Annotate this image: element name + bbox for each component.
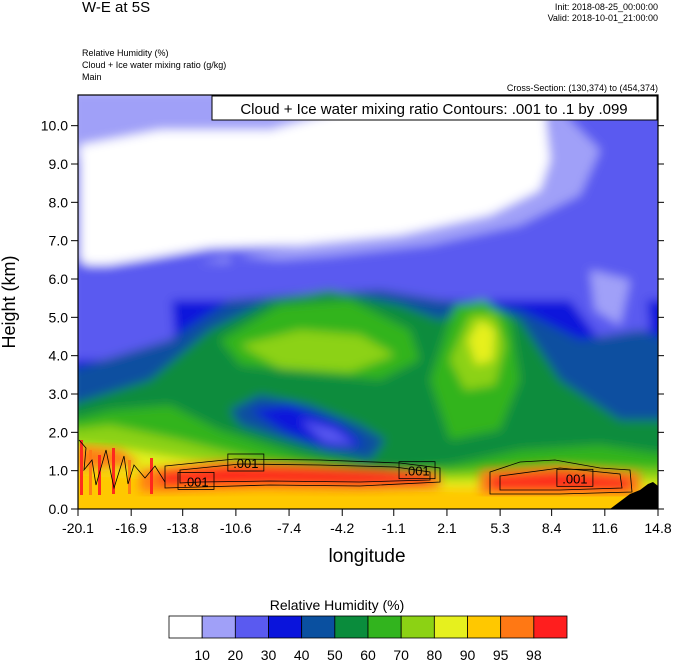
y-axis-label: Height (km) bbox=[0, 255, 19, 348]
colorbar-level-label: 90 bbox=[460, 647, 476, 663]
contour-annotation: Cloud + Ice water mixing ratio Contours:… bbox=[240, 101, 627, 118]
colorbar-level-label: 98 bbox=[526, 647, 542, 663]
contour-label: .001 bbox=[562, 471, 587, 486]
colorbar-swatch bbox=[467, 615, 502, 639]
chart-title: W-E at 5S bbox=[82, 0, 151, 16]
x-tick-label: -10.6 bbox=[220, 520, 252, 536]
colorbar-swatch bbox=[301, 615, 336, 639]
colorbar: 10 20 30 40 50 60 70 80 90 95 98 bbox=[168, 615, 568, 663]
x-tick-label: -1.1 bbox=[382, 520, 406, 536]
colorbar-swatch bbox=[367, 615, 402, 639]
x-tick-label: -20.1 bbox=[62, 520, 94, 536]
colorbar-swatch bbox=[268, 615, 303, 639]
y-tick-label: 4.0 bbox=[49, 348, 69, 364]
colorbar-title: Relative Humidity (%) bbox=[269, 597, 405, 613]
colorbar-level-label: 20 bbox=[228, 647, 244, 663]
colorbar-swatch bbox=[234, 615, 269, 639]
x-tick-label: 14.8 bbox=[644, 520, 671, 536]
colorbar-swatch bbox=[433, 615, 468, 639]
contour-label-box bbox=[398, 461, 436, 480]
contour-label: .001 bbox=[233, 456, 258, 471]
subtitle-line-1: Relative Humidity (%) bbox=[82, 48, 169, 58]
contour-label-box bbox=[227, 453, 265, 472]
x-tick-label: 5.3 bbox=[490, 520, 510, 536]
colorbar-level-label: 70 bbox=[393, 647, 409, 663]
y-tick-label: 1.0 bbox=[49, 463, 69, 479]
x-tick-label: 11.6 bbox=[592, 520, 618, 536]
x-axis-label: longitude bbox=[328, 546, 405, 567]
contour-annotation-box bbox=[211, 95, 658, 121]
colorbar-level-label: 60 bbox=[360, 647, 376, 663]
valid-time: Valid: 2018-10-01_21:00:00 bbox=[547, 13, 658, 23]
x-tick-label: -4.2 bbox=[330, 520, 354, 536]
colorbar-swatch bbox=[500, 615, 535, 639]
y-tick-label: 10.0 bbox=[41, 118, 68, 134]
y-tick-label: 5.0 bbox=[49, 309, 69, 325]
cross-section-label: Cross-Section: (130,374) to (454,374) bbox=[506, 83, 658, 93]
init-time: Init: 2018-08-25_00:00:00 bbox=[554, 2, 658, 12]
contour-label-box bbox=[556, 468, 594, 487]
y-axis: 0.0 1.0 2.0 3.0 4.0 5.0 6.0 7.0 8.0 9.0 10.0 bbox=[41, 118, 664, 517]
colorbar-level-label: 95 bbox=[493, 647, 509, 663]
colorbar-level-label: 80 bbox=[427, 647, 443, 663]
y-tick-label: 8.0 bbox=[49, 194, 69, 210]
x-tick-label: -16.9 bbox=[115, 520, 147, 536]
colorbar-swatch bbox=[201, 615, 236, 639]
colorbar-level-label: 30 bbox=[261, 647, 277, 663]
x-tick-label: -7.4 bbox=[277, 520, 301, 536]
y-tick-label: 6.0 bbox=[49, 271, 69, 287]
colorbar-swatch bbox=[533, 615, 568, 639]
subtitle-line-3: Main bbox=[82, 72, 102, 82]
x-tick-label: 8.4 bbox=[542, 520, 562, 536]
y-tick-label: 9.0 bbox=[49, 156, 69, 172]
y-tick-label: 3.0 bbox=[49, 386, 69, 402]
contour-label: .001 bbox=[183, 474, 208, 489]
colorbar-swatch bbox=[168, 615, 203, 639]
contour-label-box bbox=[177, 471, 215, 490]
y-tick-label: 0.0 bbox=[49, 501, 69, 517]
x-tick-label: -13.8 bbox=[167, 520, 199, 536]
colorbar-swatch bbox=[400, 615, 435, 639]
y-tick-label: 2.0 bbox=[49, 424, 69, 440]
x-axis: -20.1 -16.9 -13.8 -10.6 -7.4 -4.2 -1.1 2.1 5.3 8.… bbox=[62, 509, 672, 536]
y-tick-label: 7.0 bbox=[49, 233, 69, 249]
x-tick-label: 2.1 bbox=[437, 520, 457, 536]
contour-label: .001 bbox=[404, 464, 429, 479]
colorbar-swatch bbox=[334, 615, 369, 639]
contour-labels: .001 .001 .001 .001 bbox=[177, 453, 594, 490]
subtitle-line-2: Cloud + Ice water mixing ratio (g/kg) bbox=[82, 60, 227, 70]
colorbar-level-label: 40 bbox=[294, 647, 310, 663]
plot-frame bbox=[77, 94, 659, 510]
colorbar-level-label: 10 bbox=[194, 647, 210, 663]
colorbar-level-label: 50 bbox=[327, 647, 343, 663]
